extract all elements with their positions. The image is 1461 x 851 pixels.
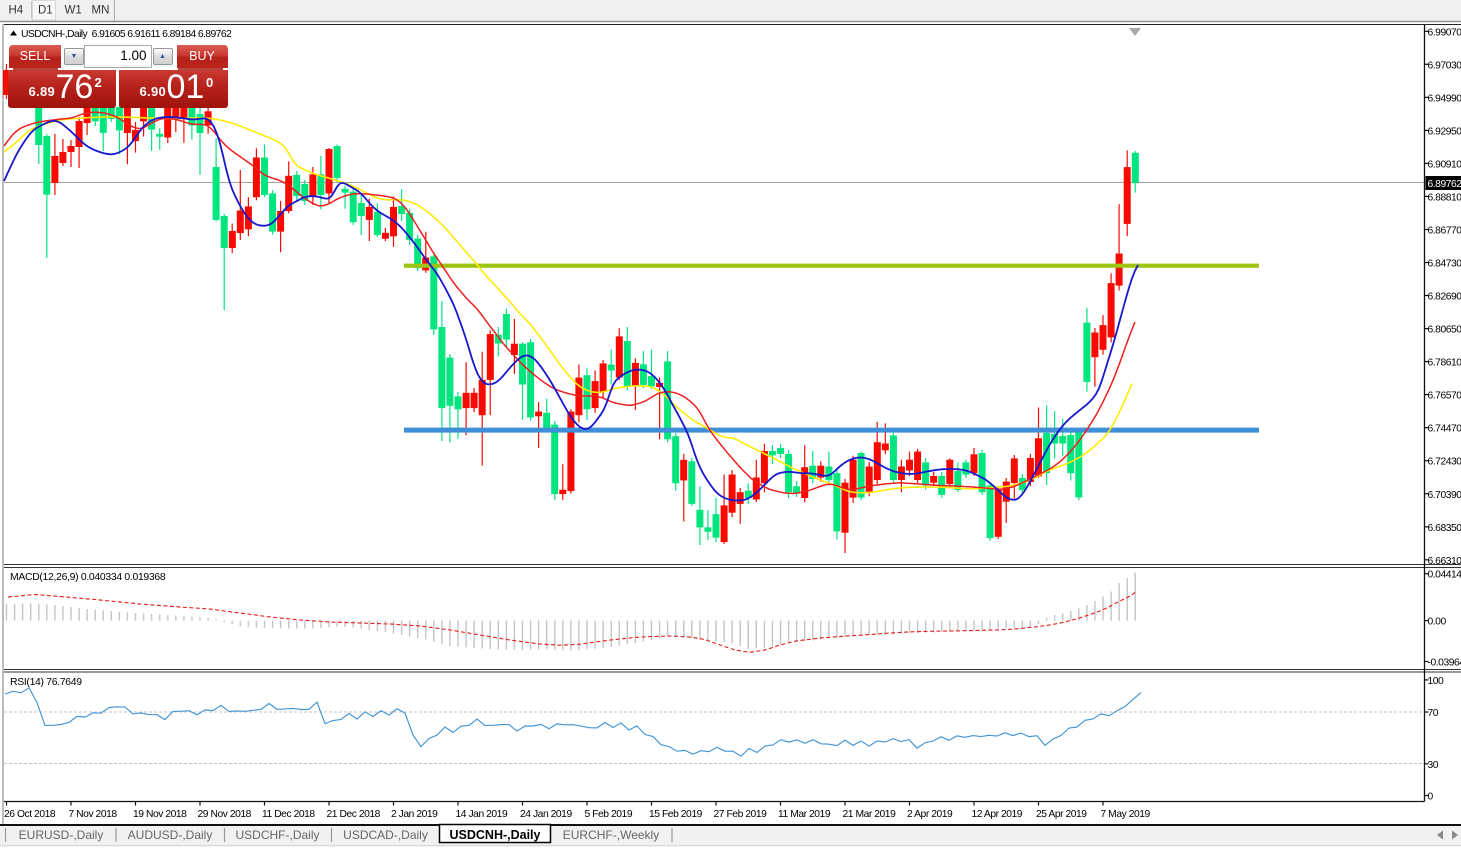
svg-text:6.92950: 6.92950: [1428, 126, 1461, 137]
svg-text:6.72430: 6.72430: [1428, 457, 1461, 468]
svg-text:19 Nov 2018: 19 Nov 2018: [133, 809, 187, 820]
svg-text:6.99070: 6.99070: [1428, 27, 1461, 38]
svg-text:7 Nov 2018: 7 Nov 2018: [69, 809, 118, 820]
svg-text:6.89762: 6.89762: [1428, 179, 1461, 190]
svg-text:MACD(12,26,9) 0.040334 0.01936: MACD(12,26,9) 0.040334 0.019368: [10, 572, 166, 583]
svg-text:12 Apr 2019: 12 Apr 2019: [972, 809, 1023, 820]
svg-text:6.90910: 6.90910: [1428, 159, 1461, 170]
svg-text:14 Jan 2019: 14 Jan 2019: [456, 809, 508, 820]
svg-text:6.78610: 6.78610: [1428, 358, 1461, 369]
svg-text:6.94990: 6.94990: [1428, 93, 1461, 104]
svg-text:25 Apr 2019: 25 Apr 2019: [1036, 809, 1087, 820]
svg-text:6.84730: 6.84730: [1428, 259, 1461, 270]
svg-text:2 Apr 2019: 2 Apr 2019: [907, 809, 953, 820]
svg-text:29 Nov 2018: 29 Nov 2018: [198, 809, 252, 820]
svg-text:21 Dec 2018: 21 Dec 2018: [327, 809, 381, 820]
svg-text:27 Feb 2019: 27 Feb 2019: [714, 809, 768, 820]
svg-text:6.66310: 6.66310: [1428, 556, 1461, 567]
svg-text:100: 100: [1428, 676, 1445, 687]
svg-text:6.68350: 6.68350: [1428, 523, 1461, 534]
svg-text:EURCHF-,Weekly: EURCHF-,Weekly: [563, 828, 659, 842]
svg-text:D1: D1: [38, 5, 53, 17]
svg-text:USDCAD-,Daily: USDCAD-,Daily: [343, 828, 428, 842]
svg-text:21 Mar 2019: 21 Mar 2019: [843, 809, 897, 820]
svg-text:5 Feb 2019: 5 Feb 2019: [585, 809, 633, 820]
svg-text:6.86770: 6.86770: [1428, 226, 1461, 237]
svg-text:0.044143: 0.044143: [1428, 570, 1461, 581]
svg-text:6.97030: 6.97030: [1428, 60, 1461, 71]
svg-text:-0.03964: -0.03964: [1428, 658, 1461, 669]
svg-text:USDCHF-,Daily: USDCHF-,Daily: [236, 828, 320, 842]
svg-text:26 Oct 2018: 26 Oct 2018: [4, 809, 56, 820]
svg-text:AUDUSD-,Daily: AUDUSD-,Daily: [128, 828, 213, 842]
svg-text:70: 70: [1428, 708, 1439, 719]
svg-text:24 Jan 2019: 24 Jan 2019: [520, 809, 572, 820]
svg-text:15 Feb 2019: 15 Feb 2019: [649, 809, 703, 820]
svg-text:6.76570: 6.76570: [1428, 391, 1461, 402]
svg-text:6.88810: 6.88810: [1428, 192, 1461, 203]
svg-text:6.82690: 6.82690: [1428, 292, 1461, 303]
svg-text:6.74470: 6.74470: [1428, 424, 1461, 435]
svg-text:MN: MN: [92, 5, 110, 17]
svg-text:6.70390: 6.70390: [1428, 490, 1461, 501]
svg-text:7 May 2019: 7 May 2019: [1101, 809, 1151, 820]
svg-text:H4: H4: [9, 5, 24, 17]
svg-text:11 Dec 2018: 11 Dec 2018: [262, 809, 315, 820]
svg-text:11 Mar 2019: 11 Mar 2019: [778, 809, 831, 820]
svg-text:6.80650: 6.80650: [1428, 325, 1461, 336]
svg-text:30: 30: [1428, 760, 1439, 771]
svg-text:2 Jan 2019: 2 Jan 2019: [391, 809, 438, 820]
svg-text:0: 0: [1428, 792, 1434, 803]
svg-text:EURUSD-,Daily: EURUSD-,Daily: [19, 828, 104, 842]
svg-text:USDCNH-,Daily: USDCNH-,Daily: [450, 828, 541, 842]
svg-text:USDCNH-,Daily 6.91605 6.91611: USDCNH-,Daily 6.91605 6.91611 6.89184 6.…: [21, 29, 232, 40]
svg-text:0.00: 0.00: [1428, 617, 1447, 628]
svg-text:RSI(14) 76.7649: RSI(14) 76.7649: [10, 677, 82, 688]
svg-text:W1: W1: [65, 5, 82, 17]
